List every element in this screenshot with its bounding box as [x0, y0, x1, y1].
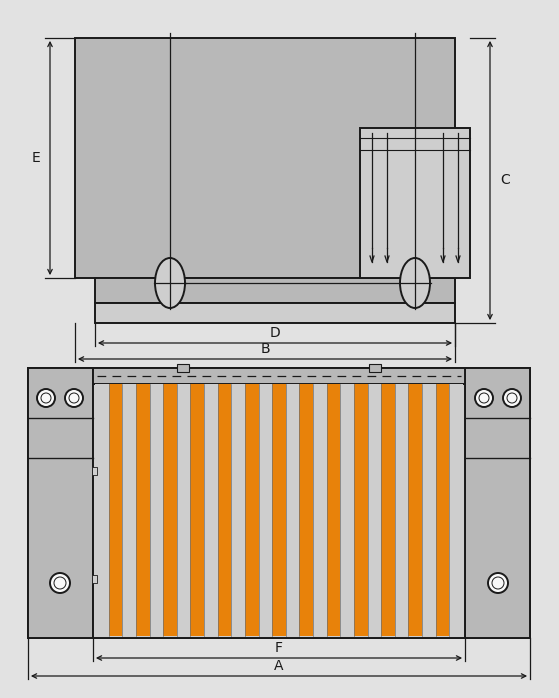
Bar — [259, 384, 272, 636]
Bar — [360, 128, 470, 278]
Circle shape — [50, 573, 70, 593]
Bar — [177, 364, 189, 372]
Bar — [92, 466, 97, 475]
Bar — [368, 384, 381, 636]
Bar — [381, 384, 395, 636]
Bar — [409, 384, 422, 636]
Text: E: E — [31, 151, 40, 165]
Bar — [286, 384, 300, 636]
Bar — [177, 384, 191, 636]
Bar — [149, 384, 163, 636]
Bar — [95, 384, 108, 636]
Bar — [95, 303, 455, 323]
Bar — [93, 368, 465, 638]
Ellipse shape — [155, 258, 185, 308]
Circle shape — [488, 573, 508, 593]
Circle shape — [65, 389, 83, 407]
Bar — [204, 384, 217, 636]
Bar — [95, 278, 455, 303]
Bar — [108, 384, 122, 636]
Bar — [354, 384, 368, 636]
Bar — [326, 384, 340, 636]
Text: A: A — [274, 659, 284, 673]
Circle shape — [475, 389, 493, 407]
Bar — [122, 384, 136, 636]
Bar — [163, 384, 177, 636]
Circle shape — [37, 389, 55, 407]
Bar — [272, 384, 286, 636]
Bar — [465, 368, 530, 638]
Text: F: F — [275, 641, 283, 655]
Bar — [75, 38, 455, 278]
Bar — [136, 384, 149, 636]
Bar — [422, 384, 436, 636]
Circle shape — [503, 389, 521, 407]
Ellipse shape — [400, 258, 430, 308]
Bar — [217, 384, 231, 636]
Text: B: B — [260, 342, 270, 356]
Bar — [436, 384, 449, 636]
Bar — [93, 368, 465, 384]
Bar — [369, 364, 381, 372]
Bar — [313, 384, 326, 636]
Bar — [340, 384, 354, 636]
Bar — [28, 368, 530, 638]
Bar — [191, 384, 204, 636]
Bar — [245, 384, 259, 636]
Bar — [300, 384, 313, 636]
Bar — [92, 574, 97, 583]
Bar — [449, 384, 463, 636]
Text: C: C — [500, 174, 510, 188]
Bar — [231, 384, 245, 636]
Text: D: D — [269, 326, 281, 340]
Bar — [28, 368, 93, 638]
Bar — [395, 384, 409, 636]
